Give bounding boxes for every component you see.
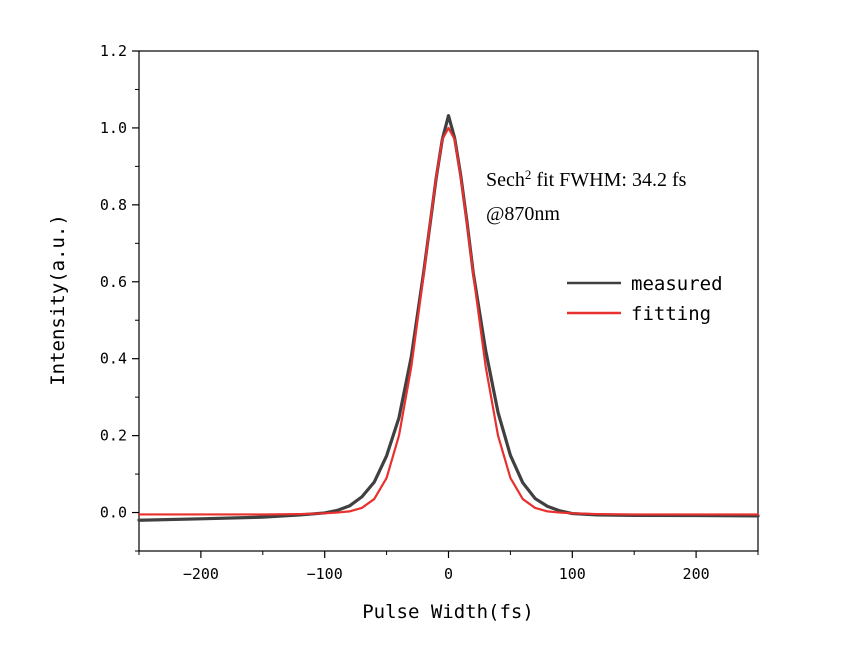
y-axis-label: Intensity(a.u.) [47,214,69,386]
x-axis-label: Pulse Width(fs) [362,601,534,623]
fwhm-annotation: Sech2 fit FWHM: 34.2 fs @870nm [486,167,687,226]
y-tick-label: 0.6 [100,273,127,291]
y-tick-label: 0.8 [100,196,127,214]
legend-label-measured: measured [631,273,723,295]
y-axis-tick-labels: 0.0 0.2 0.4 0.6 0.8 1.0 1.2 [100,42,127,522]
x-axis-tick-labels: −200 −100 0 100 200 [183,565,710,583]
x-tick-label: −200 [183,565,219,583]
series-line-fitting [137,126,760,516]
y-tick-label: 0.2 [100,427,127,445]
annotation-sup: 2 [525,167,532,182]
annotation-line-2: @870nm [486,203,560,225]
x-tick-label: −100 [307,565,343,583]
x-axis-ticks [138,551,759,558]
y-tick-label: 1.2 [100,42,127,60]
annotation-line-1: Sech2 fit FWHM: 34.2 fs [486,167,687,192]
annotation-sech: Sech [486,169,525,191]
y-axis-ticks [132,50,139,552]
legend: measured fitting [567,273,723,325]
legend-label-fitting: fitting [631,303,711,325]
x-tick-label: 200 [683,565,710,583]
y-tick-label: 1.0 [100,119,127,137]
y-tick-label: 0.0 [100,504,127,522]
annotation-fit: fit FWHM: 34.2 fs [531,169,686,191]
series-line-measured [137,114,760,522]
x-tick-label: 100 [559,565,586,583]
y-tick-label: 0.4 [100,350,127,368]
series-lines [137,114,760,522]
x-tick-label: 0 [444,565,453,583]
plot-frame [138,50,759,552]
